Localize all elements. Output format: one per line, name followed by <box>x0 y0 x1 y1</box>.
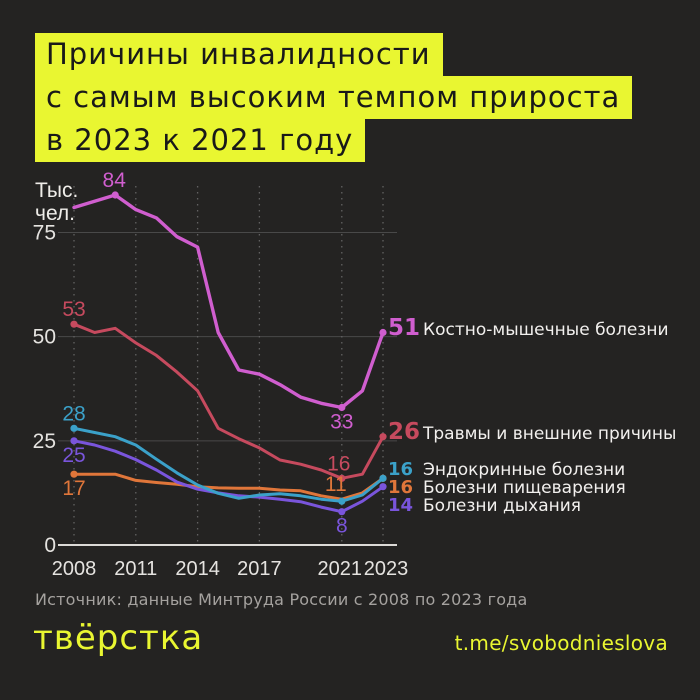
y-axis-unit-line2: чел. <box>35 202 76 225</box>
legend-value: 16 <box>388 477 414 498</box>
svg-text:0: 0 <box>44 534 56 557</box>
legend-value: 16 <box>388 459 414 480</box>
svg-text:2011: 2011 <box>114 558 157 580</box>
legend-item-injuries: 26 Травмы и внешние причины <box>388 419 676 445</box>
svg-text:25: 25 <box>62 444 85 467</box>
svg-text:8: 8 <box>336 515 348 538</box>
svg-text:2021: 2021 <box>318 558 363 580</box>
legend-item-endocrine: 16 Эндокринные болезни <box>388 459 625 480</box>
svg-text:16: 16 <box>327 452 350 475</box>
legend-item-musculoskeletal: 51 Костно-мышечные болезни <box>388 315 669 341</box>
svg-text:33: 33 <box>330 410 353 433</box>
legend-item-respiratory: 14 Болезни дыхания <box>388 495 581 516</box>
legend-label: Болезни пищеварения <box>423 478 626 498</box>
title-line-3: в 2023 к 2021 году <box>35 119 366 162</box>
svg-text:11: 11 <box>325 473 347 496</box>
legend-label: Эндокринные болезни <box>423 460 626 480</box>
svg-text:2014: 2014 <box>175 558 220 580</box>
legend-value: 26 <box>388 419 421 445</box>
title-line-1: Причины инвалидности <box>35 33 443 76</box>
svg-text:84: 84 <box>103 169 127 192</box>
svg-text:2008: 2008 <box>52 558 97 580</box>
svg-text:2023: 2023 <box>364 558 409 580</box>
svg-text:75: 75 <box>33 221 56 244</box>
legend-value: 51 <box>388 315 421 341</box>
svg-text:25: 25 <box>33 430 56 453</box>
svg-text:2017: 2017 <box>237 558 282 580</box>
legend-label: Костно-мышечные болезни <box>423 320 669 340</box>
legend-label: Травмы и внешние причины <box>423 424 677 444</box>
legend-label: Болезни дыхания <box>423 496 582 516</box>
legend-item-digestive: 16 Болезни пищеварения <box>388 477 626 498</box>
svg-text:17: 17 <box>62 477 85 500</box>
svg-text:50: 50 <box>33 326 56 349</box>
svg-text:28: 28 <box>62 402 85 425</box>
y-axis-unit-line1: Тыс. <box>35 179 79 202</box>
title-line-2: с самым высоким темпом прироста <box>35 76 633 119</box>
legend-value: 14 <box>388 495 414 516</box>
y-axis-unit-label: Тыс. чел. <box>35 179 78 225</box>
telegram-link[interactable]: t.me/svobodnieslova <box>454 631 668 655</box>
svg-text:53: 53 <box>62 298 85 321</box>
verstka-logo: твёрстка <box>33 618 204 658</box>
source-note: Источник: данные Минтруда России с 2008 … <box>35 590 528 609</box>
page-title: Причины инвалидности с самым высоким тем… <box>35 33 633 162</box>
